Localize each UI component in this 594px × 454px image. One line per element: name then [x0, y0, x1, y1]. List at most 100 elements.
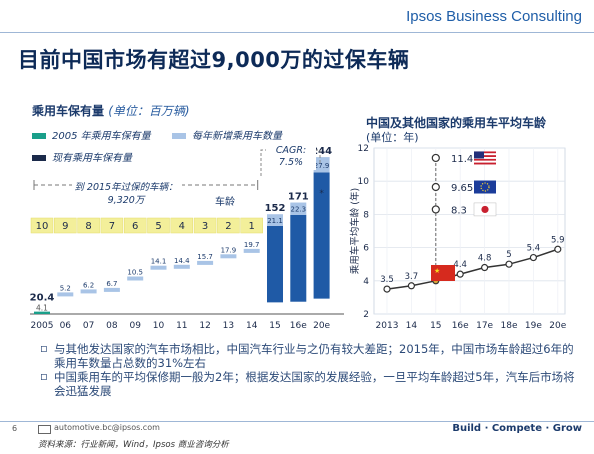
legend-stock: 现有乘用车保有量 — [32, 149, 132, 164]
bar-new — [290, 202, 307, 215]
data-point — [407, 282, 415, 290]
data-point — [554, 245, 562, 253]
age-label: 5 — [155, 221, 161, 232]
data-label: 5.9 — [551, 235, 565, 245]
x-tick-label: 17e — [476, 321, 493, 331]
x-tick-label: 2005 — [31, 321, 54, 331]
data-label-stock: 20.4 — [30, 293, 55, 304]
us-flag-stripe — [474, 153, 496, 156]
us-flag-stripe — [474, 160, 496, 163]
age-label: 1 — [249, 221, 255, 232]
x-tick-label: 15 — [269, 321, 280, 331]
age-label: 4 — [179, 221, 185, 232]
y-axis-label: 乘用车平均车龄 (年) — [349, 188, 361, 274]
data-label-new: 6.2 — [83, 281, 94, 289]
cagr-bg — [266, 140, 316, 170]
x-tick-label: 10 — [153, 321, 165, 331]
x-tick-label: 09 — [129, 321, 141, 331]
data-label-stock: 152 — [265, 203, 286, 214]
data-label-stock: 171 — [288, 192, 309, 203]
china-flag — [431, 265, 455, 281]
bracket-label-bg — [72, 178, 182, 210]
x-tick-label: 12 — [199, 321, 210, 331]
x-tick-label: 07 — [83, 321, 94, 331]
data-label: 3.7 — [405, 272, 419, 282]
x-tick-label: 16e — [452, 321, 469, 331]
x-tick-label: 15 — [430, 321, 441, 331]
legend-base-2005: 2005 年乘用车保有量 — [32, 127, 151, 142]
bar-new — [173, 264, 190, 269]
age-label: 3 — [202, 221, 208, 232]
data-label-base: 4.1 — [36, 304, 48, 313]
cagr-star: * — [319, 189, 324, 199]
left-chart-unit: (单位：百万辆) — [108, 104, 190, 118]
data-point — [456, 270, 464, 278]
data-label-new: 22.3 — [291, 206, 307, 214]
y-tick-label: 10 — [358, 177, 370, 187]
bar-new — [57, 292, 74, 297]
brand-name: Ipsos Business Consulting — [406, 8, 582, 25]
reference-point — [431, 182, 440, 192]
left-chart-marks: 20054.120.4065.2076.2086.70910.51014.111… — [30, 140, 344, 331]
data-label-new: 19.7 — [244, 241, 260, 249]
header-divider — [0, 32, 594, 33]
data-label: 5 — [506, 250, 511, 260]
footer-divider — [0, 421, 594, 422]
age-box — [30, 217, 54, 234]
mail-icon — [38, 425, 51, 434]
bracket-label: 到 2015年过保的车辆： — [74, 181, 177, 193]
right-chart-subtitle: (单位：年) — [366, 131, 419, 144]
age-box — [100, 217, 124, 234]
data-point — [383, 285, 391, 293]
legend-new: 每年新增乘用车数量 — [172, 127, 282, 142]
age-label: 9 — [62, 221, 68, 232]
legend-swatch-new — [172, 133, 186, 139]
contact-email[interactable]: automotive.bc@ipsos.com — [54, 423, 160, 432]
y-tick-label: 6 — [363, 244, 369, 254]
x-tick-label: 14 — [246, 321, 258, 331]
x-tick-label: 19e — [525, 321, 542, 331]
japan-flag-sun — [481, 205, 489, 214]
data-label-new: 15.7 — [197, 253, 213, 261]
x-tick-label: 11 — [176, 321, 187, 331]
age-label: 2 — [225, 221, 231, 232]
us-flag-stripe — [474, 151, 496, 154]
eu-flag — [474, 180, 496, 194]
age-label: 10 — [36, 221, 49, 232]
data-label-new: 10.5 — [127, 269, 143, 277]
x-tick-label: 20e — [549, 321, 566, 331]
reference-point — [431, 153, 440, 163]
bullet-list: 与其他发达国家的汽车市场相比，中国汽车行业与之仍有较大差距；2015年，中国市场… — [40, 341, 580, 398]
y-tick-label: 2 — [363, 310, 369, 320]
age-axis-label: 车龄 — [215, 195, 235, 208]
x-tick-label: 14 — [406, 321, 418, 331]
legend-swatch-base — [32, 133, 46, 139]
us-flag-stripe — [474, 162, 496, 165]
data-label-new: 14.4 — [174, 257, 190, 265]
x-tick-label: 18e — [501, 321, 518, 331]
tagline: Build · Compete · Grow — [452, 423, 582, 434]
bar-stock — [267, 225, 283, 303]
bar-base-2005 — [34, 311, 50, 314]
us-flag-stripe — [474, 158, 496, 161]
data-label-new: 5.2 — [60, 284, 71, 292]
bracket-value: 9,320万 — [108, 195, 146, 206]
legend-base-label: 2005 年乘用车保有量 — [52, 131, 151, 142]
data-label-new: 14.1 — [151, 258, 167, 266]
data-point — [529, 253, 538, 262]
bullet-item-1: 与其他发达国家的汽车市场相比，中国汽车行业与之仍有较大差距；2015年，中国市场… — [40, 341, 580, 370]
legend-new-label: 每年新增乘用车数量 — [192, 131, 282, 142]
bar-new — [243, 248, 260, 253]
age-box — [77, 217, 100, 234]
data-label-stock: 244 — [311, 146, 332, 157]
data-label-new: 27.9 — [314, 162, 330, 170]
x-tick-label: 06 — [60, 321, 72, 331]
y-tick-label: 12 — [358, 144, 369, 154]
age-box — [170, 217, 194, 234]
age-label: 6 — [132, 221, 138, 232]
bar-new — [150, 265, 167, 270]
data-label: 3.5 — [380, 275, 394, 285]
age-box — [54, 217, 77, 234]
y-tick-label: 4 — [363, 277, 369, 287]
